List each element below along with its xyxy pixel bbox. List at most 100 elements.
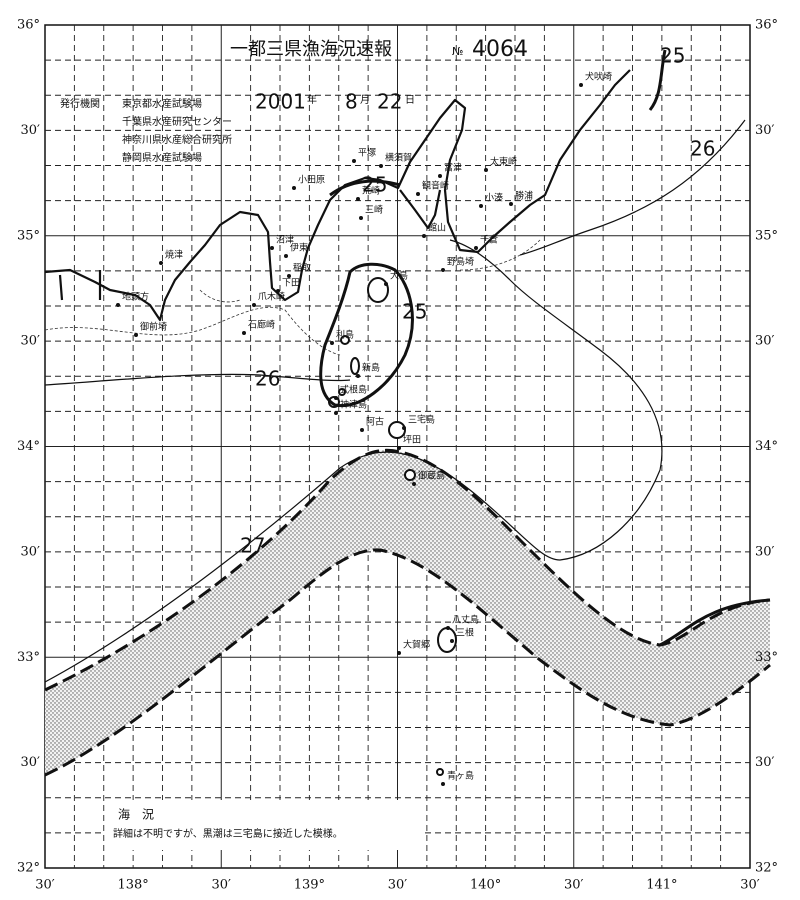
latitude-label: 34° <box>755 439 778 454</box>
longitude-label: 139° <box>294 878 325 893</box>
place-name: 新島 <box>362 362 380 374</box>
place-name: 観音崎 <box>422 180 449 192</box>
title: 一都三県漁海況速報 <box>230 39 392 60</box>
day-unit: 日 <box>405 95 415 106</box>
longitude-label: 30′ <box>564 878 584 893</box>
isotherm-label: 25 <box>402 300 427 324</box>
place-marker <box>360 428 364 432</box>
place-name: 三崎 <box>365 204 383 216</box>
place-marker <box>134 333 138 337</box>
place-name: 大賀郷 <box>403 639 430 651</box>
place-marker <box>479 204 483 208</box>
place-name: 勝浦 <box>515 190 533 202</box>
latitude-label: 30′ <box>755 123 775 138</box>
issuer-name: 千葉県水産研究センター <box>122 115 232 128</box>
place-name: 太東崎 <box>490 156 517 168</box>
year: 2001 <box>255 90 306 114</box>
place-marker <box>356 197 360 201</box>
place-name: 野島埼 <box>447 256 474 268</box>
place-marker <box>509 202 513 206</box>
place-marker <box>159 261 163 265</box>
isotherm-label: 26 <box>690 137 715 161</box>
isotherm-line <box>519 119 746 256</box>
place-name: 爪木崎 <box>258 291 285 303</box>
place-marker <box>334 396 338 400</box>
latitude-label: 33° <box>17 650 40 665</box>
place-name: 横須賀 <box>385 152 412 164</box>
notes-text: 詳細は不明ですが、黒潮は三宅島に接近した模様。 <box>113 827 343 840</box>
latitude-label: 32° <box>17 861 40 876</box>
place-name: 館山 <box>428 222 446 234</box>
place-name: 石廊崎 <box>248 319 275 331</box>
place-marker <box>270 246 274 250</box>
latitude-label: 30′ <box>21 123 41 138</box>
latitude-label: 30′ <box>755 334 775 349</box>
place-name: 平塚 <box>358 148 376 159</box>
place-name: 犬吠埼 <box>585 71 612 83</box>
island <box>404 469 416 481</box>
isotherm-25 <box>329 179 401 197</box>
place-name: 御蔵島 <box>418 470 445 482</box>
place-name: 阿古 <box>366 416 384 428</box>
place-name: 青ヶ島 <box>447 770 474 782</box>
longitude-label: 138° <box>117 878 148 893</box>
place-marker <box>330 341 334 345</box>
place-name: 神津島 <box>340 399 367 411</box>
place-name: 大島 <box>390 270 408 282</box>
bulletin-number: 4064 <box>472 37 528 62</box>
place-marker <box>438 174 442 178</box>
place-marker <box>352 159 356 163</box>
isotherm-25 <box>319 262 414 408</box>
place-name: 下田 <box>282 278 300 289</box>
place-marker <box>484 168 488 172</box>
place-marker <box>276 289 280 293</box>
place-marker <box>474 246 478 250</box>
latitude-label: 32° <box>755 861 778 876</box>
place-name: 小湊 <box>485 192 503 204</box>
place-marker <box>450 639 454 643</box>
latitude-label: 33° <box>755 650 778 665</box>
place-marker <box>397 651 401 655</box>
isotherm-label: 26 <box>255 367 280 391</box>
isotherm-label: 27 <box>240 534 265 558</box>
place-marker <box>334 411 338 415</box>
place-name: 三根 <box>456 627 474 639</box>
longitude-label: 141° <box>646 878 677 893</box>
place-marker <box>287 274 291 278</box>
latitude-label: 34° <box>17 439 40 454</box>
isotherm-25 <box>648 49 667 111</box>
place-marker <box>402 426 406 430</box>
isotherm-26 <box>659 598 771 647</box>
issuer-name: 神奈川県水産総合研究所 <box>122 133 232 146</box>
place-marker <box>292 186 296 190</box>
issuer-label: 発行機関 <box>60 97 100 110</box>
island <box>340 335 350 345</box>
latitude-label: 36° <box>755 18 778 33</box>
depth-contour <box>44 239 541 356</box>
place-name: 三宅島 <box>408 414 435 426</box>
island <box>350 357 360 375</box>
longitude-label: 30′ <box>388 878 408 893</box>
latitude-label: 30′ <box>21 755 41 770</box>
place-name: 伊東 <box>290 242 308 254</box>
island <box>338 388 346 396</box>
place-name: 八丈島 <box>452 614 479 626</box>
latitude-label: 35° <box>755 228 778 243</box>
issuer-name: 東京都水産試験場 <box>122 97 202 110</box>
island <box>367 277 389 303</box>
month-unit: 月 <box>360 94 370 106</box>
labels: 36° 30′ 35° 30′ 34° 30′ 33° 30′ 32° 36° 30′ 35° 30′ 3… <box>17 18 778 893</box>
place-name: 富津 <box>444 162 462 174</box>
day: 22 <box>377 90 402 114</box>
place-marker <box>359 216 363 220</box>
place-name: 焼津 <box>165 250 183 261</box>
place-name: 坪田 <box>403 435 421 446</box>
place-name: 利島 <box>336 329 354 341</box>
latitude-label: 30′ <box>755 755 775 770</box>
place-name: 稲取 <box>293 262 311 274</box>
longitude-label: 30′ <box>212 878 232 893</box>
place-name: 地頭方 <box>122 291 149 303</box>
place-name: 沼津 <box>276 235 294 246</box>
island <box>388 421 406 439</box>
